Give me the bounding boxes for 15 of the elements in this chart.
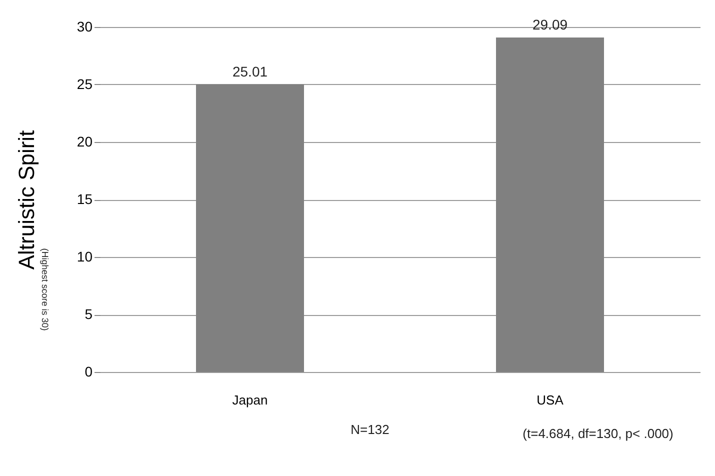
y-tick-label: 15 bbox=[76, 191, 93, 207]
text: (t=4.684, df=130, p< .000) bbox=[522, 426, 674, 441]
text: (Highest score is 30) bbox=[40, 248, 50, 331]
y-tick-label: 25 bbox=[76, 76, 93, 92]
data-label: 25.01 bbox=[232, 63, 268, 80]
y-axis-title: Altruistic Spirit bbox=[14, 130, 39, 270]
y-tick-label: 30 bbox=[76, 18, 93, 34]
x-tick-label: USA bbox=[536, 392, 564, 408]
text: N=132 bbox=[350, 422, 390, 437]
y-tick-label: 10 bbox=[76, 248, 93, 264]
y-tick-label: 0 bbox=[84, 364, 93, 380]
y-tick-label: 20 bbox=[76, 134, 93, 150]
y-tick-label: 5 bbox=[84, 306, 93, 322]
x-tick-label: Japan bbox=[232, 392, 268, 408]
data-label: 29.09 bbox=[532, 16, 568, 32]
